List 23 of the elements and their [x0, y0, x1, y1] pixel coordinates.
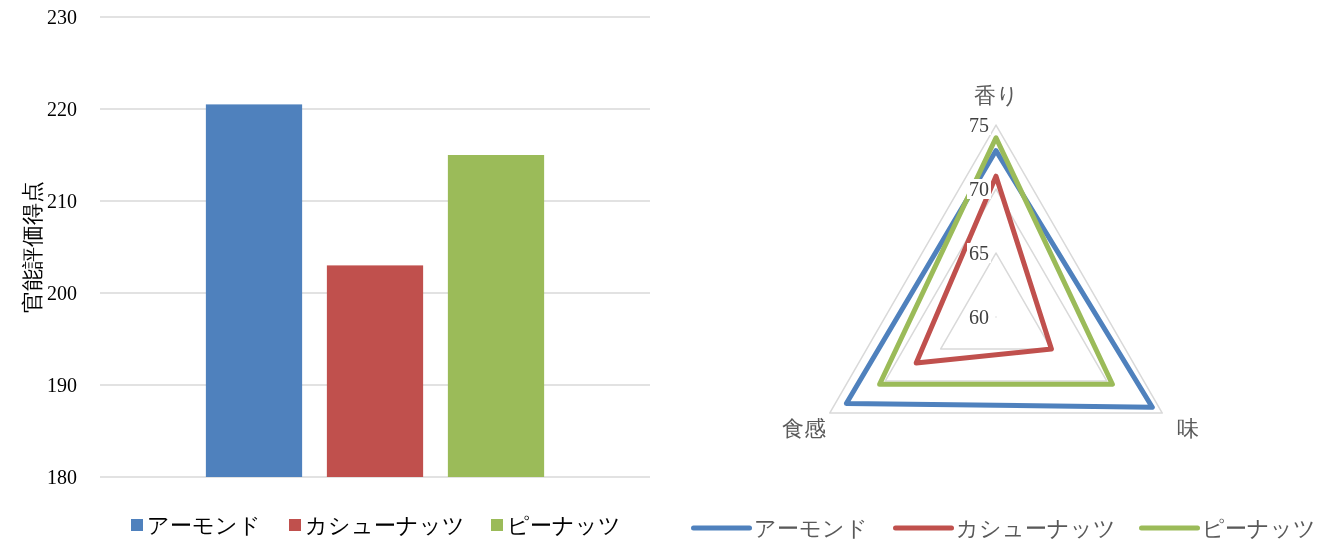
spoke-label: 香り [973, 82, 1019, 108]
y-tick-label: 190 [47, 374, 77, 396]
y-tick-label: 200 [47, 282, 77, 304]
radial-tick-label: 70 [969, 178, 989, 200]
legend-item: ピーナッツ [491, 512, 621, 538]
y-tick-label: 180 [47, 466, 77, 488]
legend-item: ピーナッツ [1139, 515, 1316, 541]
spoke-label: 食感 [781, 415, 826, 441]
y-tick-label: 210 [47, 190, 77, 212]
y-axis-title: 官能評価得点 [19, 181, 45, 313]
radial-tick-label: 60 [969, 306, 989, 328]
legend-item: カシューナッツ [893, 515, 1116, 541]
radial-tick-label: 65 [969, 242, 989, 264]
legend-item: カシューナッツ [289, 512, 465, 538]
legend-label: アーモンド [753, 515, 868, 541]
y-tick-label: 230 [47, 6, 77, 28]
legend-item: アーモンド [131, 512, 261, 538]
legend-item: アーモンド [691, 515, 868, 541]
legend-label: カシューナッツ [955, 515, 1116, 541]
y-tick-label: 220 [47, 98, 77, 120]
legend-label: ピーナッツ [1201, 515, 1316, 541]
spoke-label: 味 [1177, 415, 1200, 441]
radial-tick-label: 75 [969, 114, 989, 136]
